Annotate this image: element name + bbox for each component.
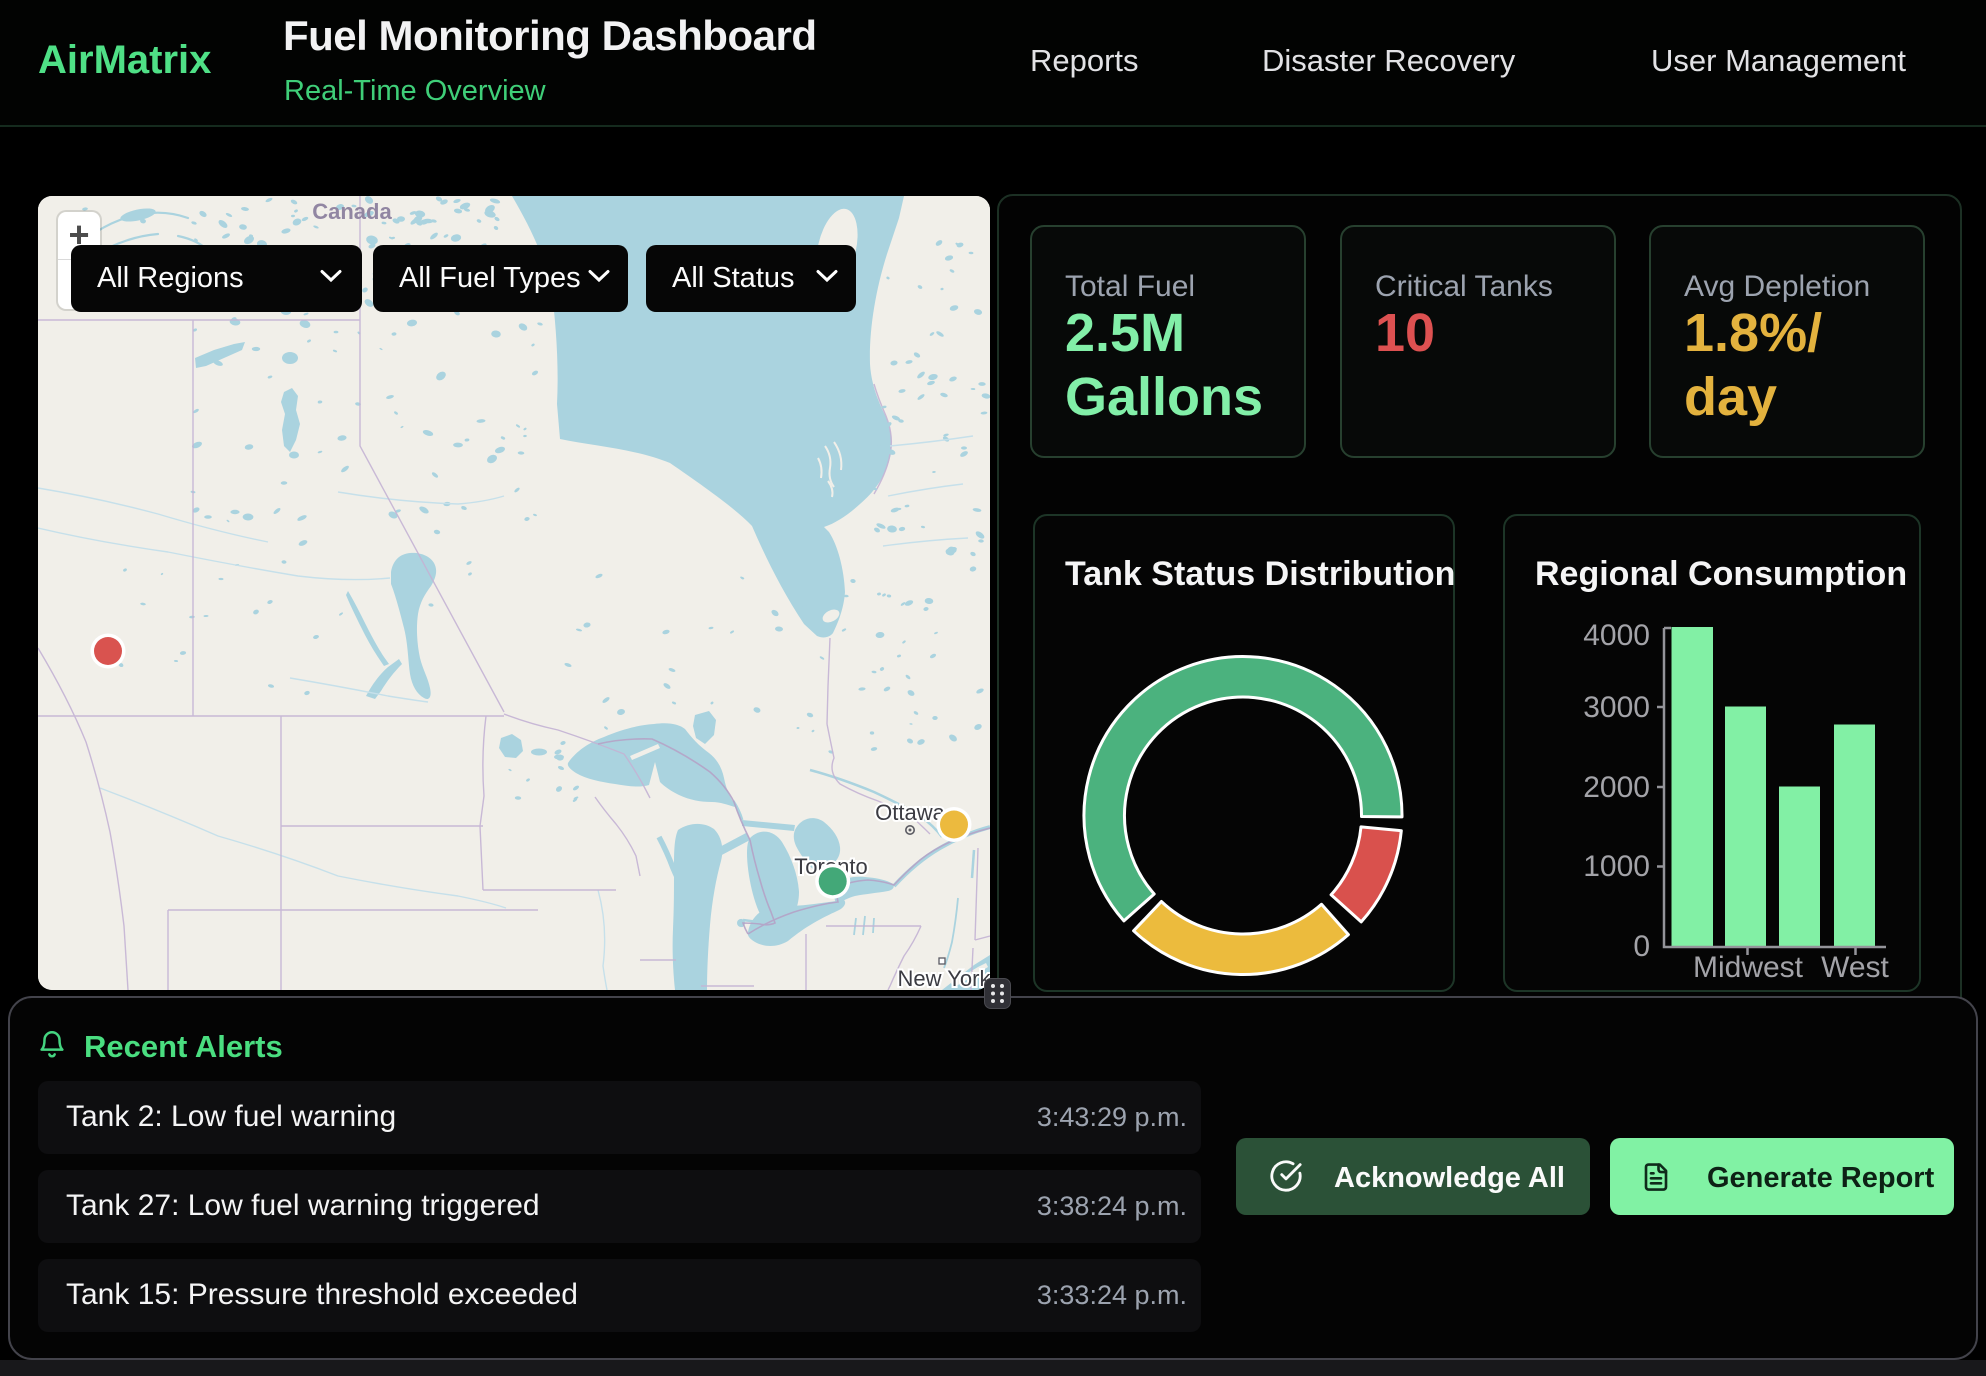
svg-text:Ottawa: Ottawa [875, 800, 945, 825]
svg-text:0: 0 [1633, 930, 1650, 963]
svg-text:Ottawa: Ottawa [875, 800, 945, 825]
svg-text:West: West [1821, 951, 1889, 984]
svg-text:Canada: Canada [312, 199, 392, 224]
svg-text:2000: 2000 [1583, 771, 1650, 804]
svg-text:New York: New York [898, 966, 990, 990]
svg-text:1000: 1000 [1583, 850, 1650, 883]
svg-text:New York: New York [898, 966, 990, 990]
svg-text:4000: 4000 [1583, 619, 1650, 652]
svg-text:Midwest: Midwest [1693, 951, 1804, 984]
svg-text:3000: 3000 [1583, 691, 1650, 724]
